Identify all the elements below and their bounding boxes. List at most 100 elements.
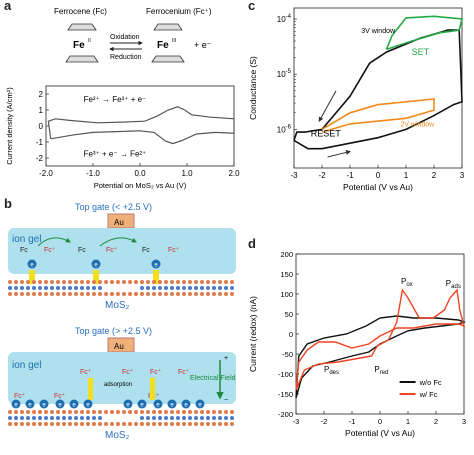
electron-symbol-bottom-5: e bbox=[86, 403, 90, 409]
ferrocene-molecule-icon bbox=[65, 23, 99, 63]
electron-symbol-bottom-8: e bbox=[156, 403, 160, 409]
fc-plus-label-bottom-1: Fc⁺ bbox=[122, 368, 134, 376]
mos2-atom bbox=[176, 422, 180, 426]
mos2-atom bbox=[86, 280, 90, 284]
electron-icon-top-0 bbox=[27, 259, 37, 269]
mos2-atom bbox=[170, 280, 174, 284]
mos2-atom bbox=[50, 410, 54, 414]
mos2-atom bbox=[146, 416, 150, 420]
y-tick-label: -50 bbox=[282, 350, 293, 359]
mos2-atom bbox=[38, 422, 42, 426]
mos2-atom bbox=[98, 416, 102, 420]
mos2-label-bottom: MoS₂ bbox=[105, 430, 130, 441]
mos2-atom bbox=[14, 286, 18, 290]
y-tick-exponent: -5 bbox=[286, 69, 292, 75]
fc-label-top-1: Fc⁺ bbox=[44, 246, 56, 254]
mos2-atom bbox=[122, 410, 126, 414]
top-gate-title-low: Top gate (< +2.5 V) bbox=[75, 202, 152, 212]
mos2-atom bbox=[20, 286, 24, 290]
mos2-atom bbox=[224, 416, 228, 420]
mos2-atom bbox=[116, 422, 120, 426]
mos2-atom bbox=[56, 292, 60, 296]
y-tick-label: 150 bbox=[280, 270, 293, 279]
mos2-atom bbox=[146, 292, 150, 296]
mos2-atom bbox=[8, 410, 12, 414]
mos2-atom bbox=[104, 410, 108, 414]
mos2-layers-bottom bbox=[8, 410, 234, 426]
mos2-atom bbox=[110, 280, 114, 284]
x-tick-label: -2.0 bbox=[39, 169, 53, 178]
mos2-atom bbox=[194, 292, 198, 296]
reduction-label: Reduction bbox=[110, 54, 142, 61]
mos2-atom bbox=[92, 410, 96, 414]
mos2-atom bbox=[152, 286, 156, 290]
fc-plus-label-bottom-3: Fc⁺ bbox=[178, 368, 190, 376]
mos2-atom bbox=[80, 410, 84, 414]
x-tick-label: 2 bbox=[434, 417, 438, 426]
transfer-arrow-top-2 bbox=[153, 270, 159, 284]
fe-left-ox-label: II bbox=[88, 38, 91, 44]
mos2-atom bbox=[224, 422, 228, 426]
label-p-des: Pdes bbox=[324, 365, 339, 376]
mos2-atom bbox=[92, 280, 96, 284]
y-tick-label: 200 bbox=[280, 250, 293, 259]
electron-symbol-top-2: e bbox=[154, 263, 158, 269]
mos2-atom bbox=[50, 292, 54, 296]
mos2-atom bbox=[182, 422, 186, 426]
mos2-atom bbox=[146, 410, 150, 414]
mos2-atom bbox=[26, 410, 30, 414]
mos2-atom bbox=[200, 292, 204, 296]
mos2-atom bbox=[182, 286, 186, 290]
field-plus-label: + bbox=[224, 355, 228, 362]
x-tick-label: -3 bbox=[290, 171, 298, 180]
mos2-atom bbox=[224, 286, 228, 290]
mos2-atom bbox=[26, 416, 30, 420]
mos2-atom bbox=[206, 422, 210, 426]
mos2-atom bbox=[62, 280, 66, 284]
mos2-atom bbox=[164, 416, 168, 420]
mos2-atom bbox=[86, 292, 90, 296]
mos2-atom bbox=[158, 286, 162, 290]
mos2-atom bbox=[164, 410, 168, 414]
x-axis-label: Potential (V vs Au) bbox=[343, 182, 413, 192]
cv-equation-oxidation: Fe²⁺ → Fe³⁺ + e⁻ bbox=[84, 95, 147, 104]
y-tick-label: -2 bbox=[36, 154, 44, 163]
label-p-red-main: P bbox=[374, 365, 379, 374]
mos2-atom bbox=[56, 410, 60, 414]
mos2-atom bbox=[8, 422, 12, 426]
mos2-atom bbox=[146, 286, 150, 290]
x-tick-label: -3 bbox=[293, 417, 300, 426]
mos2-atom bbox=[230, 416, 234, 420]
mos2-atom bbox=[128, 280, 132, 284]
electron-icon-top-2 bbox=[151, 259, 161, 269]
label-p-des-sub: des bbox=[329, 370, 339, 376]
x-tick-label: 2.0 bbox=[228, 169, 240, 178]
mos2-atom bbox=[164, 422, 168, 426]
mos2-atom bbox=[170, 422, 174, 426]
mos2-atom bbox=[218, 280, 222, 284]
label-set: SET bbox=[412, 47, 430, 57]
electron-icon-bottom-10 bbox=[181, 399, 191, 409]
mos2-atom bbox=[98, 286, 102, 290]
mos2-atom bbox=[182, 416, 186, 420]
mos2-atom bbox=[128, 292, 132, 296]
mos2-atom bbox=[134, 410, 138, 414]
fc-label-top-5: Fc⁺ bbox=[168, 246, 180, 254]
label-p-ads-main: P bbox=[446, 279, 451, 288]
mos2-atom bbox=[80, 292, 84, 296]
mos2-atom bbox=[56, 286, 60, 290]
x-tick-label: -1 bbox=[346, 171, 354, 180]
electrical-field-label: Electrical Field bbox=[190, 375, 236, 382]
mos2-atom bbox=[122, 292, 126, 296]
mos2-atom bbox=[194, 286, 198, 290]
x-tick-label: 0 bbox=[378, 417, 382, 426]
y-tick-label: 0 bbox=[289, 330, 293, 339]
mos2-atom bbox=[170, 416, 174, 420]
mos2-atom bbox=[92, 292, 96, 296]
y-tick-label: 1 bbox=[39, 106, 44, 115]
mos2-atom bbox=[86, 286, 90, 290]
x-tick-label: -2 bbox=[321, 417, 328, 426]
mos2-atom bbox=[140, 422, 144, 426]
mos2-atom bbox=[98, 280, 102, 284]
ferrocenium-molecule-icon bbox=[151, 23, 185, 63]
